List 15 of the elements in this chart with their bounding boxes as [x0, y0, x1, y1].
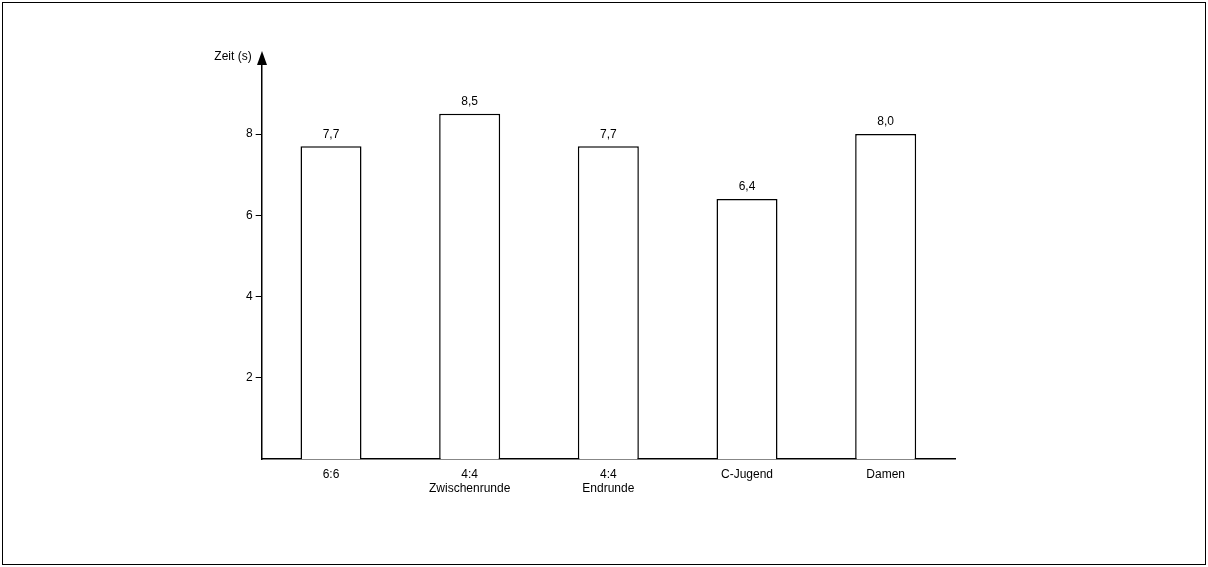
x-tick-label: 6:6 [322, 466, 340, 481]
x-tick-label: 4:4 Zwischenrunde [428, 466, 511, 496]
y-axis-title: Zeit (s) [214, 49, 252, 64]
x-tick-label: C-Jugend [720, 466, 774, 481]
x-tick-label: Damen [866, 466, 906, 481]
data-label: 6,4 [738, 179, 756, 194]
y-tick-label: 2 [245, 370, 253, 385]
y-tick-label: 8 [245, 126, 253, 141]
data-label: 7,7 [599, 126, 617, 141]
y-tick-label: 4 [245, 288, 253, 303]
data-label: 8,0 [877, 114, 895, 129]
x-tick-label: 4:4 Endrunde [582, 466, 635, 496]
data-label: 8,5 [461, 94, 479, 109]
y-tick-label: 6 [245, 207, 253, 222]
data-label: 7,7 [322, 126, 340, 141]
